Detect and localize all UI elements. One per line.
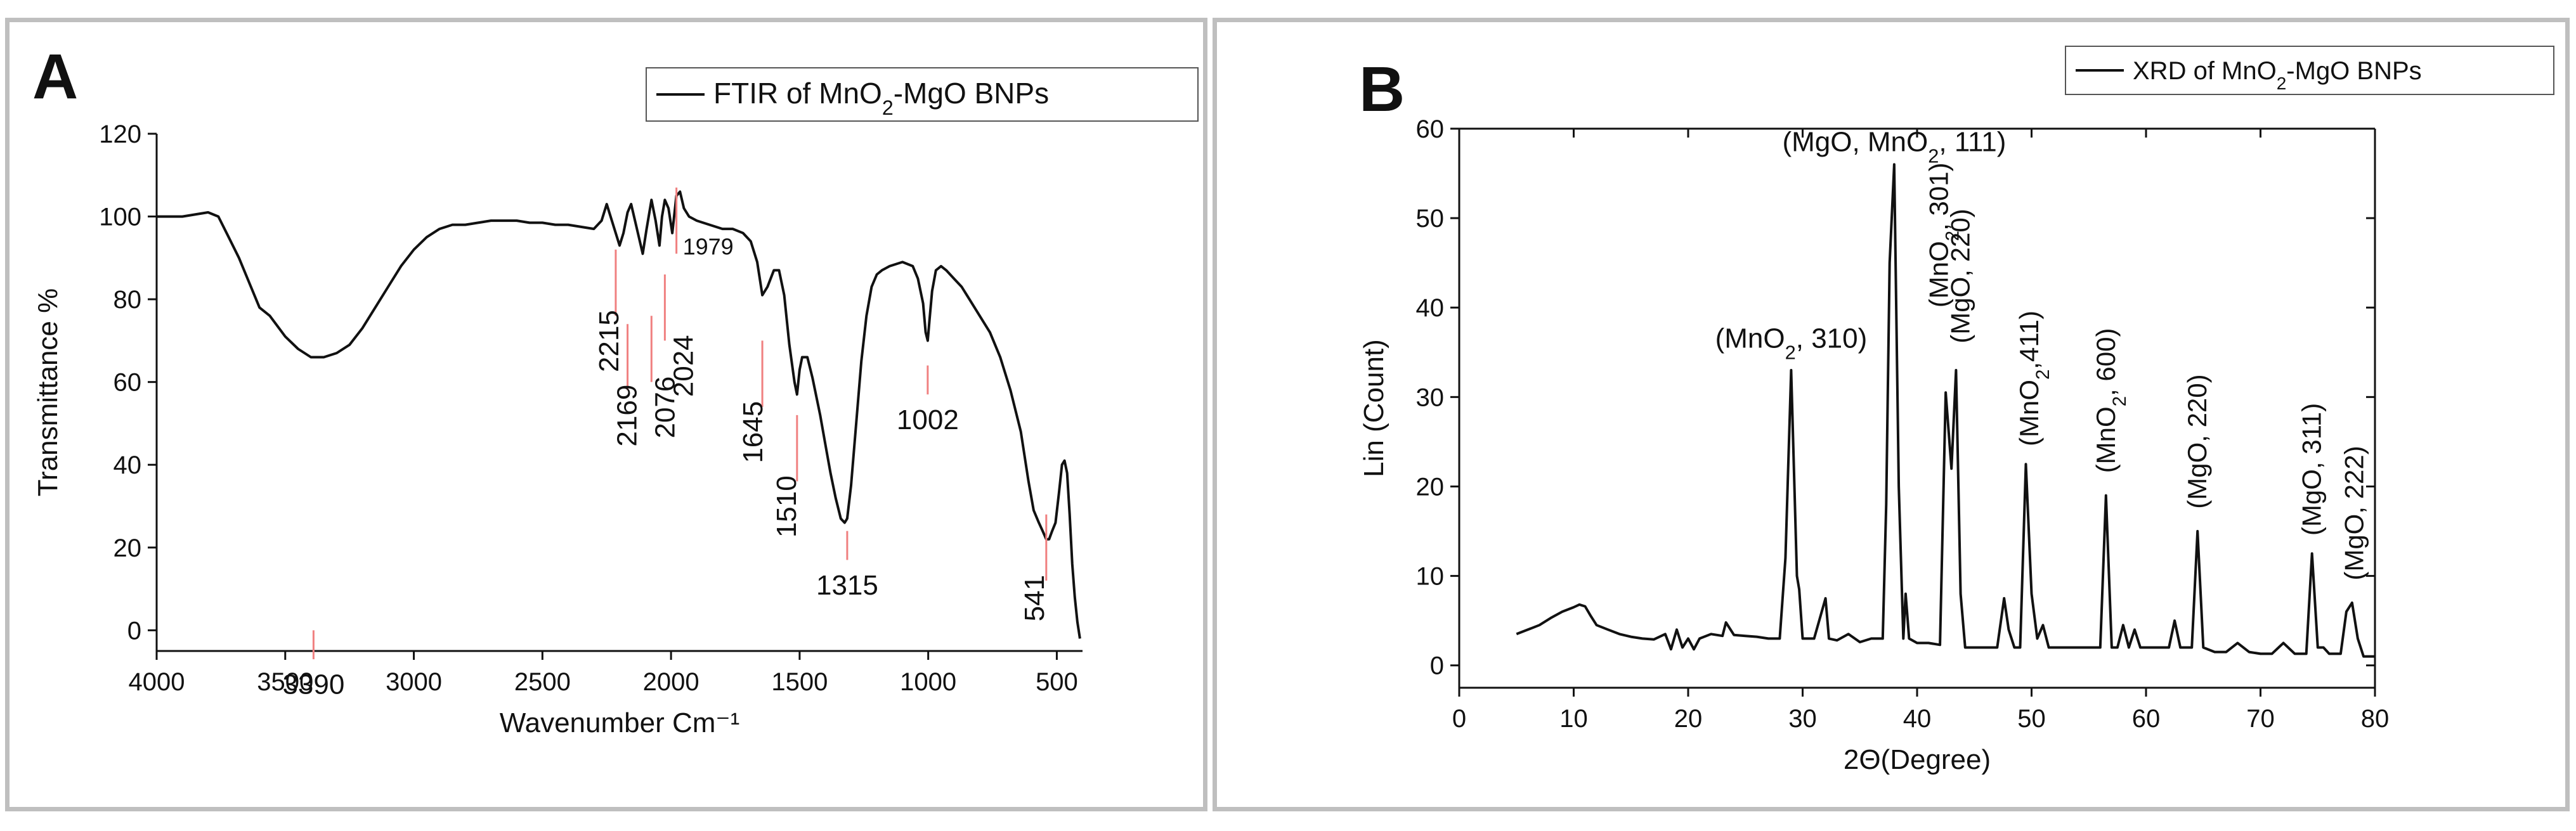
y-tick-label: 0 (1430, 652, 1444, 680)
series-line (1516, 163, 2375, 658)
xrd-panel: B 0 10 20 30 40 50 60 70 80 0 10 20 30 40 50 60 2Θ(Degree… (1213, 18, 2570, 811)
x-tick-label: 70 (2246, 705, 2275, 733)
ftir-chart: A 4000 3500 3000 2500 2000 1500 1000 500 0 20 40 60 8… (32, 41, 1199, 738)
peak-label: 1002 (897, 404, 959, 435)
panel-label: B (1359, 54, 1405, 125)
peak-label: (MnO2, 600) (2091, 328, 2130, 473)
series-line (157, 190, 1081, 639)
y-tick-label: 120 (99, 120, 141, 148)
y-tick-label: 40 (114, 451, 142, 479)
x-tick-label: 500 (1036, 668, 1078, 696)
peak-label: (MgO, MnO2, 111) (1782, 126, 2006, 167)
peak-label: (MgO, 311) (2297, 403, 2327, 536)
x-tick-label: 1500 (771, 668, 828, 696)
x-tick-label: 30 (1788, 705, 1817, 733)
y-tick-label: 20 (1416, 473, 1445, 501)
x-tick-label: 80 (2361, 705, 2390, 733)
legend-box (646, 67, 1199, 122)
x-tick-label: 40 (1903, 705, 1932, 733)
peak-label: 1315 (816, 570, 878, 601)
peak-label: 2076 (649, 377, 680, 439)
y-tick-label: 0 (127, 617, 141, 645)
ftir-panel: A 4000 3500 3000 2500 2000 1500 1000 500 0 20 40 60 8… (5, 18, 1207, 811)
peak-label: 1510 (771, 475, 802, 538)
y-tick-label: 40 (1416, 294, 1445, 322)
y-axis-title: Transmittance % (32, 288, 63, 496)
x-tick-label: 2000 (643, 668, 699, 696)
peak-label: (MnO2,411) (2014, 311, 2053, 446)
peak-label: 1979 (683, 233, 734, 259)
peak-label: (MgO, 220) (1946, 209, 1975, 343)
peak-label: 1645 (738, 401, 769, 463)
xrd-chart: B 0 10 20 30 40 50 60 70 80 0 10 20 30 40 50 60 2Θ(Degree… (1358, 46, 2554, 775)
peak-label: 3390 (282, 669, 344, 700)
peak-label: 2215 (594, 310, 625, 372)
y-axis-title: Lin (Count) (1358, 339, 1389, 477)
legend-box (2065, 46, 2554, 95)
x-tick-label: 2500 (514, 668, 571, 696)
x-tick-label: 1000 (900, 668, 956, 696)
x-tick-label: 60 (2132, 705, 2161, 733)
x-axis-title: Wavenumber Cm⁻¹ (500, 707, 740, 738)
peak-label: (MgO, 220) (2182, 374, 2212, 508)
peak-label: 2169 (612, 385, 643, 447)
panel-label: A (32, 41, 78, 112)
y-tick-label: 100 (99, 203, 141, 231)
y-tick-label: 80 (114, 286, 142, 314)
x-tick-label: 3500 (257, 668, 313, 696)
y-tick-label: 60 (1416, 115, 1445, 143)
y-tick-label: 20 (114, 534, 142, 562)
x-tick-label: 50 (2017, 705, 2046, 733)
peak-label: (MnO2, 310) (1715, 323, 1868, 364)
peak-label: (MgO, 222) (2339, 446, 2369, 580)
y-tick-label: 60 (114, 369, 142, 397)
x-tick-label: 4000 (129, 668, 185, 696)
x-axis-title: 2Θ(Degree) (1844, 744, 1991, 775)
x-tick-label: 10 (1559, 705, 1588, 733)
x-tick-label: 3000 (386, 668, 442, 696)
peak-label: 2024 (668, 335, 699, 397)
y-tick-label: 50 (1416, 205, 1445, 233)
x-tick-label: 0 (1452, 705, 1466, 733)
x-tick-label: 20 (1674, 705, 1703, 733)
y-tick-label: 10 (1416, 563, 1445, 591)
peak-label: 541 (1019, 575, 1050, 621)
y-tick-label: 30 (1416, 383, 1445, 411)
